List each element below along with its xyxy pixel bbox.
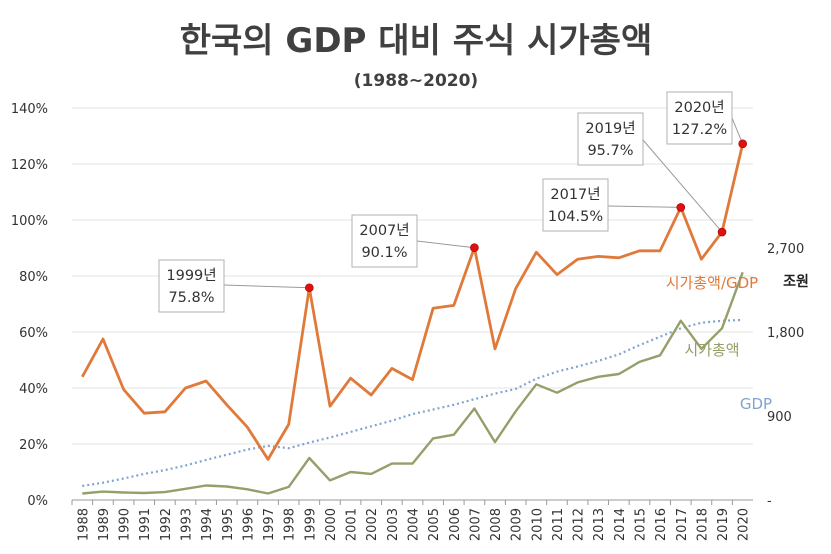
annotation-marker: [717, 227, 727, 237]
right-tick-label: 1,800: [767, 326, 804, 341]
x-tick-label: 2008: [489, 508, 504, 541]
annotation-leader: [607, 205, 681, 208]
x-tick-label: 1998: [283, 508, 298, 541]
chart-title: 한국의 GDP 대비 주식 시가총액: [180, 21, 652, 61]
annotation-box: [577, 112, 644, 166]
annotation-value: 127.2%: [672, 122, 727, 138]
x-tick-label: 2000: [324, 508, 339, 541]
annotation-marker: [470, 243, 479, 253]
x-tick-label: 1991: [138, 508, 153, 541]
right-tick-label: 900: [767, 410, 792, 425]
series-line-2: [82, 318, 743, 488]
x-tick-label: 2018: [695, 508, 710, 541]
x-tick-label: 1990: [118, 508, 133, 541]
annotation-label: 2007년: [359, 222, 409, 239]
x-tick-label: 2014: [613, 508, 628, 541]
x-tick-label: 1999: [303, 508, 318, 541]
left-axis-ticks: 0% 20% 40% 60% 80% 100% 120% 140%: [11, 102, 48, 509]
annotation-leader: [642, 139, 723, 233]
annotation-label: 2017년: [550, 186, 600, 203]
annotation-value: 95.7%: [587, 143, 633, 159]
x-tick-label: 2006: [448, 508, 463, 541]
x-tick-label: 2019: [716, 508, 731, 541]
chart-subtitle: (1988~2020): [354, 71, 478, 91]
x-tick-label: 1995: [221, 508, 236, 541]
series-label-1: 시가총액: [684, 341, 739, 359]
x-tick-label: 2005: [427, 508, 442, 541]
left-tick-label: 20%: [19, 438, 48, 453]
x-tick-label: 1993: [180, 508, 195, 541]
x-tick-label: 2020: [737, 508, 752, 541]
annotation-box: [666, 91, 733, 145]
x-tick-label: 2016: [654, 508, 669, 541]
series-labels: 시가총액/GDP 시가총액 GDP: [666, 274, 772, 413]
right-axis-ticks: - 900 1,800 2,700: [767, 242, 804, 509]
x-tick-label: 2003: [386, 508, 401, 541]
annotation-leader: [731, 117, 744, 145]
annotation-label: 2020년: [674, 99, 724, 116]
x-tick-label: 2011: [551, 508, 566, 541]
annotation-box: [158, 259, 225, 313]
left-tick-label: 140%: [11, 102, 48, 117]
x-tick-label: 1992: [159, 508, 174, 541]
series-layer: [81, 143, 745, 495]
x-tick-label: 1996: [241, 508, 256, 541]
x-tick-label: 2002: [365, 508, 380, 541]
x-axis-ticks: 1988 1989 1990 1991 1992 1993 1994 1995 1996 1997…: [71, 500, 752, 541]
x-tick-label: 1994: [200, 508, 215, 541]
annotations: 1999년 75.8% 2007년 90.1% 2017년 104.5% 2019년 95.7…: [158, 91, 747, 313]
left-tick-label: 0%: [27, 494, 48, 509]
x-tick-label: 2004: [407, 508, 422, 541]
annotation-value: 104.5%: [548, 209, 603, 225]
annotation-marker: [738, 139, 747, 149]
right-tick-label: -: [767, 494, 772, 509]
left-tick-label: 80%: [19, 270, 48, 285]
left-tick-label: 40%: [19, 382, 48, 397]
x-tick-label: 1989: [97, 508, 112, 541]
annotation-value: 75.8%: [168, 290, 214, 306]
right-axis-unit-label: 조원: [783, 274, 809, 290]
x-tick-label: 2007: [468, 508, 483, 541]
x-tick-label: 1997: [262, 508, 277, 541]
left-tick-label: 60%: [19, 326, 48, 341]
right-tick-label: 2,700: [767, 242, 804, 257]
annotation-marker: [676, 203, 686, 212]
annotation-marker: [305, 283, 314, 293]
x-tick-label: 2015: [634, 508, 649, 541]
x-tick-label: 2013: [592, 508, 607, 541]
series-label-0: 시가총액/GDP: [666, 274, 758, 292]
annotation-box: [351, 214, 418, 268]
series-label-2: GDP: [740, 395, 772, 413]
annotation-box: [542, 178, 609, 232]
annotation-value: 90.1%: [361, 245, 407, 261]
x-tick-label: 2001: [345, 508, 360, 541]
x-tick-label: 1988: [76, 508, 91, 541]
annotation-leader: [416, 240, 475, 249]
annotation-label: 1999년: [166, 267, 216, 284]
x-tick-label: 2009: [510, 508, 525, 541]
annotation-label: 2019년: [585, 120, 635, 137]
x-tick-label: 2017: [675, 508, 690, 541]
left-tick-label: 120%: [11, 158, 48, 173]
x-tick-label: 2012: [572, 508, 587, 541]
left-tick-label: 100%: [11, 214, 48, 229]
annotation-leader: [223, 284, 310, 289]
x-tick-label: 2010: [530, 508, 545, 541]
